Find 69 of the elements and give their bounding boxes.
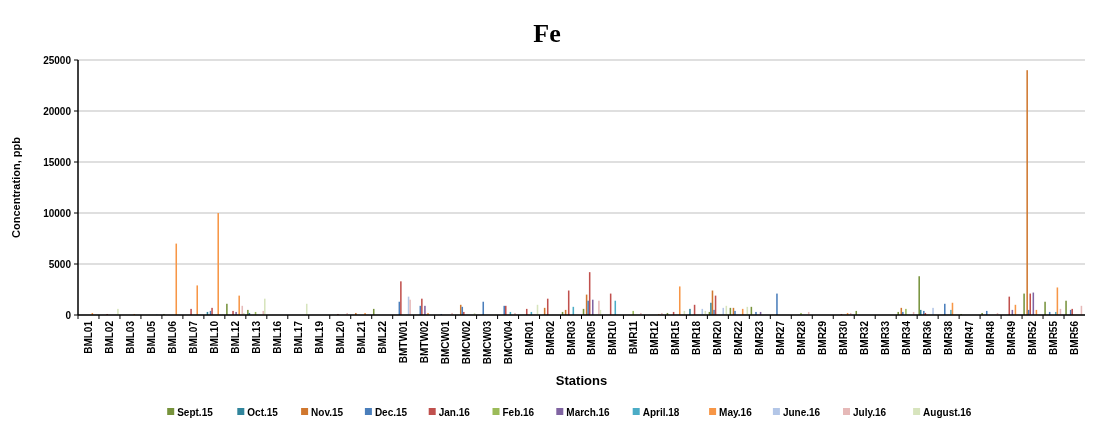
legend-label: July.16 [853, 406, 887, 418]
x-tick-label: BMR10 [607, 320, 619, 355]
x-tick-label: BMR01 [523, 320, 535, 355]
y-tick-label: 20000 [43, 105, 72, 117]
y-tick-label: 10000 [43, 207, 72, 219]
x-tick-label: BML10 [208, 320, 220, 354]
x-tick-label: BMTW02 [418, 320, 430, 364]
x-tick-label: BMR30 [838, 320, 850, 355]
legend-label: Nov.15 [311, 406, 344, 418]
x-tick-label: BMR23 [754, 320, 766, 355]
x-tick-label: BMTW01 [397, 320, 409, 364]
x-tick-label: BMR29 [817, 320, 829, 355]
y-tick-label: 15000 [43, 156, 72, 168]
x-tick-label: BMR49 [1006, 320, 1018, 355]
y-tick-label: 0 [65, 309, 72, 321]
legend-label: Dec.15 [374, 406, 408, 418]
x-tick-label: BMR48 [985, 320, 997, 355]
x-tick-label: BMR05 [586, 320, 598, 355]
x-tick-label: BML13 [250, 320, 262, 354]
x-tick-label: BMR56 [1069, 320, 1081, 355]
x-tick-label: BMR20 [712, 320, 724, 355]
y-tick-label: 25000 [43, 54, 72, 66]
x-tick-label: BML01 [82, 320, 94, 354]
x-tick-label: BMCW03 [481, 320, 493, 365]
legend-label: April.18 [642, 406, 680, 418]
x-tick-label: BMCW01 [439, 320, 451, 365]
x-tick-label: BMR22 [733, 320, 745, 355]
x-tick-label: BMR18 [691, 320, 703, 355]
x-tick-label: BMR03 [565, 320, 577, 355]
x-tick-label: BML19 [313, 320, 325, 354]
x-tick-label: BML17 [292, 320, 304, 354]
x-tick-label: BMR28 [796, 320, 808, 355]
x-tick-label: BML12 [229, 320, 241, 354]
legend-label: March.16 [566, 406, 611, 418]
x-tick-label: BML05 [145, 320, 157, 354]
x-tick-label: BML02 [103, 320, 115, 354]
x-tick-label: BMR55 [1048, 320, 1060, 355]
x-tick-label: BMCW02 [460, 320, 472, 365]
x-tick-label: BMR11 [628, 320, 640, 355]
x-tick-label: BMR36 [922, 320, 934, 355]
chart-title: Fe [533, 19, 561, 48]
x-tick-label: BMR02 [544, 320, 556, 355]
x-tick-label: BML06 [166, 320, 178, 354]
x-tick-label: BMCW04 [502, 320, 514, 365]
legend-label: May.16 [719, 406, 753, 418]
x-tick-label: BMR12 [649, 320, 661, 355]
legend-label: Oct.15 [247, 406, 279, 418]
x-tick-label: BML20 [334, 320, 346, 354]
legend-label: Jan.16 [438, 406, 471, 418]
x-tick-label: BMR38 [943, 320, 955, 355]
legend-label: Feb.16 [502, 406, 535, 418]
x-tick-label: BML22 [376, 320, 388, 354]
x-tick-label: BMR32 [859, 320, 871, 355]
y-tick-label: 5000 [48, 258, 72, 270]
x-tick-label: BML07 [187, 320, 199, 354]
y-axis-title: Concentration, ppb [10, 136, 22, 238]
x-tick-label: BMR27 [775, 320, 787, 355]
x-tick-label: BML16 [271, 320, 283, 354]
legend-label: June.16 [782, 406, 821, 418]
x-tick-label: BML21 [355, 320, 367, 354]
x-tick-label: BMR34 [901, 320, 913, 355]
x-tick-label: BML03 [124, 320, 136, 354]
x-tick-label: BMR15 [670, 320, 682, 355]
x-axis-title: Stations [555, 373, 608, 388]
x-tick-label: BMR52 [1027, 320, 1039, 355]
x-tick-label: BMR33 [880, 320, 892, 355]
legend-label: August.16 [923, 406, 972, 418]
legend-label: Sept.15 [177, 406, 214, 418]
x-tick-label: BMR47 [964, 320, 976, 355]
